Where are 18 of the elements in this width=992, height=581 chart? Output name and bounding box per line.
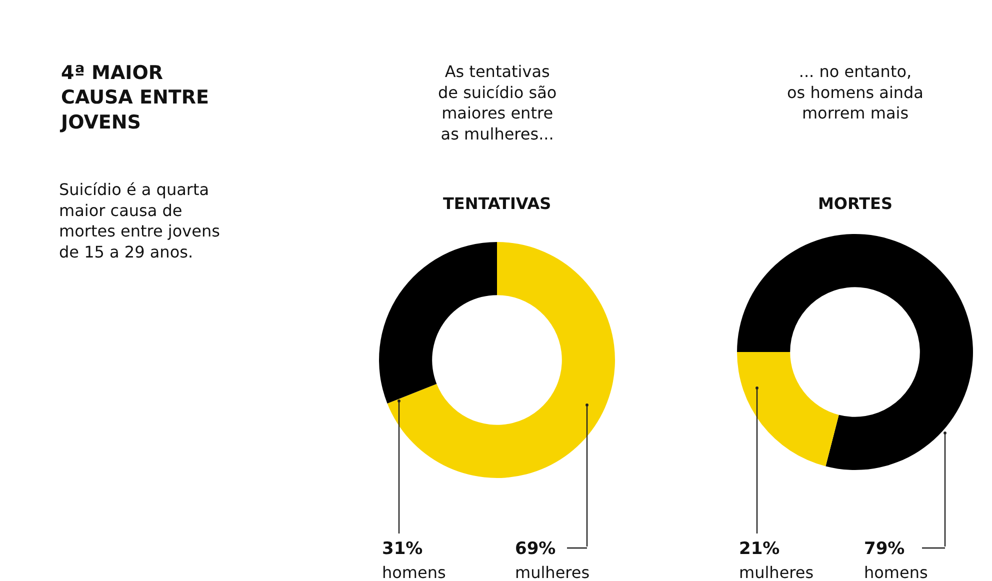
data-label: 79% bbox=[864, 539, 905, 559]
donut-slice bbox=[737, 352, 839, 466]
slice-label: mulheres bbox=[515, 563, 590, 581]
donut-slice bbox=[379, 242, 497, 404]
chart-subtitle: ... no entanto, os homens ainda morrem mais bbox=[787, 62, 924, 123]
chart-subtitle: As tentativas de suicídio são maiores entre as mulheres... bbox=[438, 62, 557, 144]
text: 4ª MAIOR CAUSA ENTRE JOVENS bbox=[59, 62, 209, 134]
chart-title: MORTES bbox=[818, 194, 892, 213]
slice-label: homens bbox=[864, 563, 928, 581]
data-label: 21% bbox=[739, 539, 780, 559]
slice-label: homens bbox=[382, 563, 446, 581]
text: Suicídio é a quarta maior causa de mortes entre jovens de 15 a 29 anos. bbox=[59, 180, 220, 262]
donut-slice bbox=[737, 234, 973, 470]
data-label: 69% bbox=[515, 539, 556, 559]
slice-label: mulheres bbox=[739, 563, 814, 581]
data-label: 31% bbox=[382, 539, 423, 559]
chart-title: TENTATIVAS bbox=[443, 194, 552, 213]
donut-slice bbox=[387, 242, 615, 478]
